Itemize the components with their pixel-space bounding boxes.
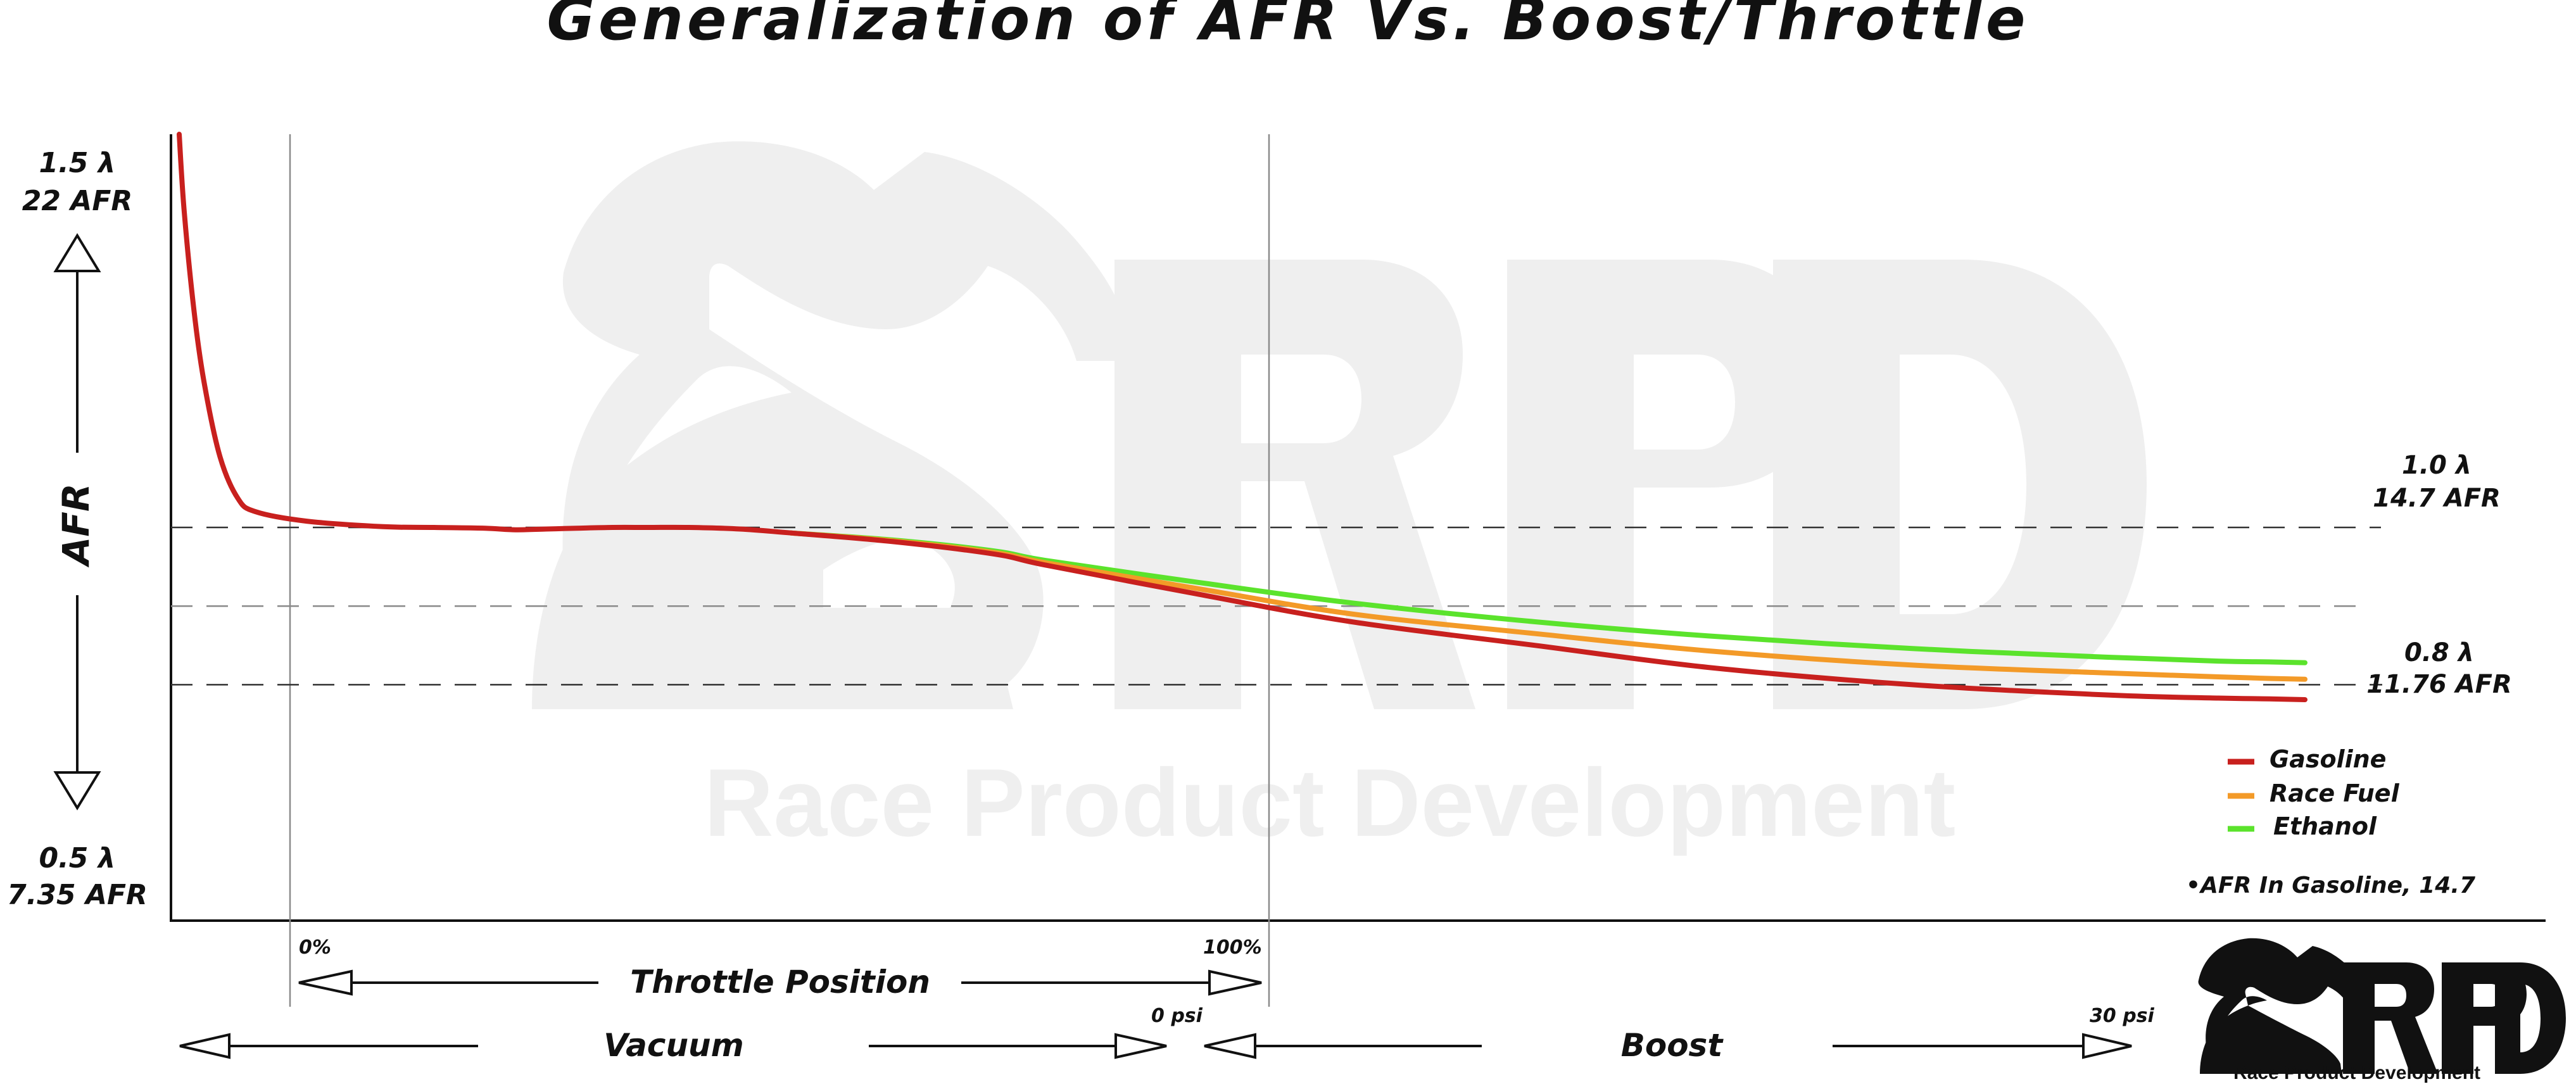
ref-label-lambda-1: 1.0 λ (2402, 451, 2472, 480)
boost-start-label: 0 psi (1151, 1005, 1203, 1027)
watermark-tagline: Race Product Development (704, 749, 1956, 857)
y-top-afr: 22 AFR (22, 185, 133, 217)
chart-title: Generalization of AFR Vs. Boost/Throttle (547, 0, 2030, 53)
legend: Gasoline Race Fuel Ethanol (2228, 745, 2400, 840)
watermark-p (1507, 260, 1824, 709)
throttle-label: Throttle Position (630, 964, 930, 1000)
throttle-arrow-right-head (1208, 969, 1262, 996)
ref-label-afr-3: 11.76 AFR (2366, 670, 2512, 699)
boost-arrow (1204, 1033, 2132, 1059)
rpd-corner-logo (2198, 938, 2566, 1074)
y-top-lambda: 1.5 λ (39, 147, 115, 179)
vacuum-arrow (179, 1033, 1167, 1059)
throttle-arrow-left-head (298, 969, 353, 996)
corner-logo-tagline: Race Product Development (2233, 1062, 2480, 1083)
watermark-s-inner (823, 539, 955, 608)
boost-arrow-right-head (2082, 1033, 2132, 1059)
vacuum-label: Vacuum (603, 1027, 743, 1064)
y-bottom-afr: 7.35 AFR (7, 879, 148, 911)
boost-end-label: 30 psi (2090, 1005, 2155, 1027)
watermark-s-mark (532, 141, 1128, 710)
ref-label-lambda-3: 0.8 λ (2404, 638, 2474, 667)
y-bottom-lambda: 0.5 λ (39, 842, 115, 874)
boost-label: Boost (1621, 1027, 1724, 1064)
afr-arrow: AFR (53, 233, 101, 810)
rpd-watermark: Race Product Development (532, 141, 2147, 857)
watermark-r (1114, 260, 1475, 709)
throttle-end-label: 100% (1203, 936, 1262, 959)
legend-label-ethanol: Ethanol (2273, 812, 2377, 840)
vacuum-arrow-left-head (179, 1033, 230, 1059)
ref-label-afr-1: 14.7 AFR (2373, 484, 2501, 513)
boost-arrow-left-head (1204, 1033, 1256, 1059)
throttle-start-label: 0% (299, 936, 331, 959)
corner-logo-s-mark (2198, 938, 2370, 1074)
series-line-gasoline (177, 132, 2308, 702)
throttle-arrow (298, 969, 1262, 996)
afr-arrow-down-head (53, 771, 101, 810)
corner-logo-r (2343, 962, 2438, 1074)
vacuum-arrow-right-head (1114, 1033, 1167, 1059)
afr-note: •AFR In Gasoline, 14.7 (2186, 873, 2475, 898)
legend-label-race-fuel: Race Fuel (2270, 779, 2400, 807)
corner-logo-d (2495, 962, 2566, 1074)
y-axis-label: AFR (54, 483, 98, 567)
legend-label-gasoline: Gasoline (2270, 745, 2386, 773)
series-group (177, 132, 2308, 702)
watermark-d (1773, 260, 2147, 709)
afr-arrow-up-head (53, 233, 101, 272)
